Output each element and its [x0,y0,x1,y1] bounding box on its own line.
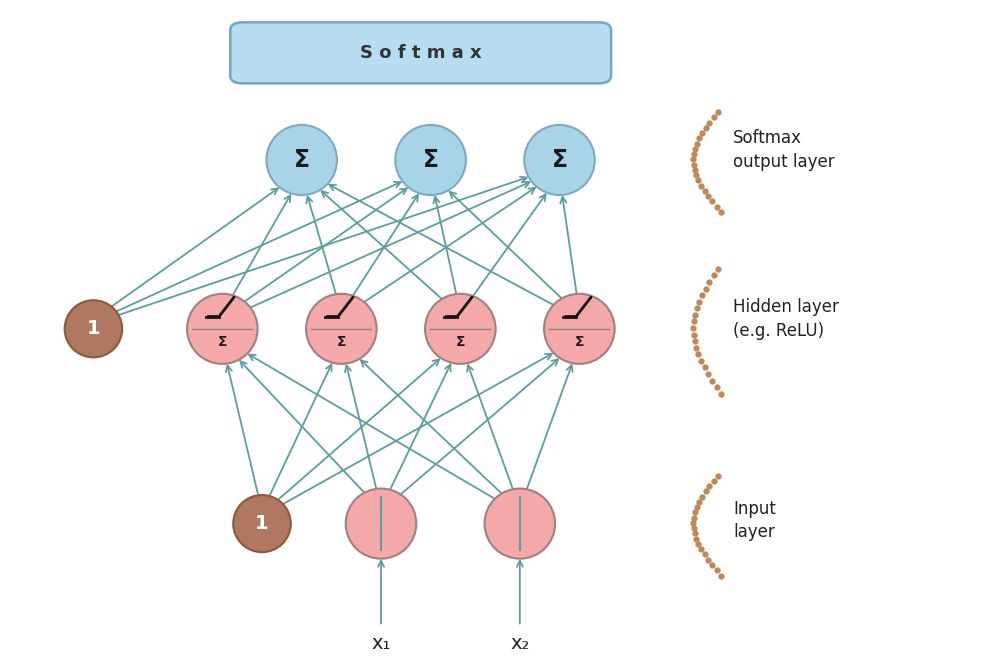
Ellipse shape [65,301,122,357]
Ellipse shape [524,125,595,195]
Ellipse shape [485,488,555,559]
Ellipse shape [395,125,466,195]
Text: Σ: Σ [337,335,346,349]
Text: Σ: Σ [456,335,465,349]
Text: Σ: Σ [575,335,584,349]
FancyBboxPatch shape [230,22,611,84]
Text: 1: 1 [255,514,269,533]
Ellipse shape [425,294,496,364]
Ellipse shape [233,495,291,552]
Text: Hidden layer
(e.g. ReLU): Hidden layer (e.g. ReLU) [733,299,839,340]
Ellipse shape [266,125,337,195]
Text: x₂: x₂ [510,633,530,652]
Text: Σ: Σ [423,148,439,172]
Text: S o f t m a x: S o f t m a x [360,44,481,62]
Text: x₁: x₁ [371,633,391,652]
Text: Softmax
output layer: Softmax output layer [733,129,835,171]
Text: Σ: Σ [294,148,310,172]
Ellipse shape [544,294,615,364]
Ellipse shape [306,294,377,364]
Text: Σ: Σ [218,335,227,349]
Ellipse shape [346,488,416,559]
Text: 1: 1 [87,320,100,338]
Ellipse shape [187,294,258,364]
Text: Σ: Σ [551,148,568,172]
Text: Input
layer: Input layer [733,500,776,541]
